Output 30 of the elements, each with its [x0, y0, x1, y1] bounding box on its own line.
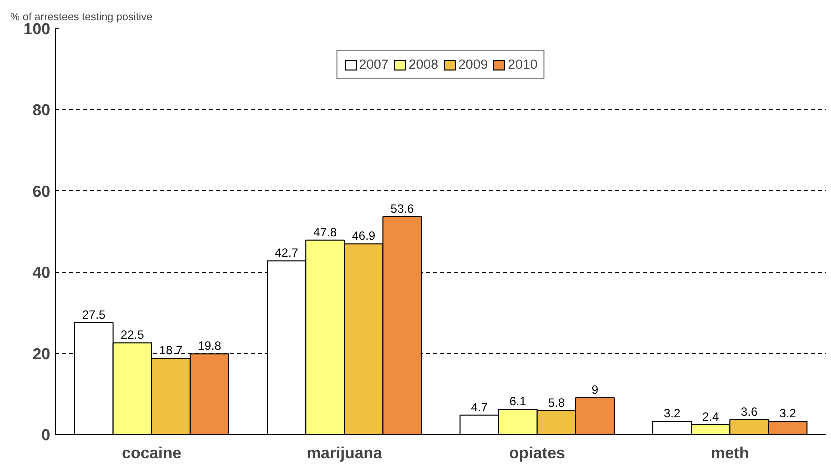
data-label: 3.2: [780, 406, 797, 421]
y-tick-label: 20: [32, 346, 51, 364]
data-label: 46.9: [352, 229, 376, 244]
x-tick-label: meth: [711, 446, 750, 462]
data-label: 27.5: [82, 308, 106, 322]
y-tick-label: 80: [32, 102, 51, 120]
data-label: 5.8: [548, 396, 566, 410]
x-tick-label: cocaine: [122, 446, 182, 462]
data-label: 42.7: [275, 246, 299, 260]
legend-label: 2009: [458, 57, 488, 72]
legend-label: 2008: [408, 57, 438, 72]
y-tick-label: 0: [42, 428, 51, 444]
y-tick-label: 60: [32, 184, 51, 201]
data-label: 53.6: [390, 202, 414, 216]
data-label: 22.5: [120, 328, 145, 342]
data-label: 19.8: [198, 339, 222, 354]
data-label: 3.6: [741, 404, 758, 419]
x-tick-label: marijuana: [306, 446, 383, 462]
data-label: 6.1: [510, 394, 527, 409]
legend-label: 2007: [359, 57, 389, 72]
x-tick-label: opiates: [509, 446, 566, 462]
data-label: 3.2: [664, 406, 681, 421]
y-tick-label: 100: [24, 22, 51, 38]
data-label: 2.4: [702, 410, 720, 424]
y-axis-title: % of arrestees testing positive: [10, 12, 153, 24]
data-label: 9: [592, 382, 599, 397]
legend-label: 2010: [508, 57, 538, 72]
data-label: 4.7: [471, 400, 488, 414]
data-label: 47.8: [314, 225, 338, 240]
y-tick-label: 40: [32, 265, 51, 282]
